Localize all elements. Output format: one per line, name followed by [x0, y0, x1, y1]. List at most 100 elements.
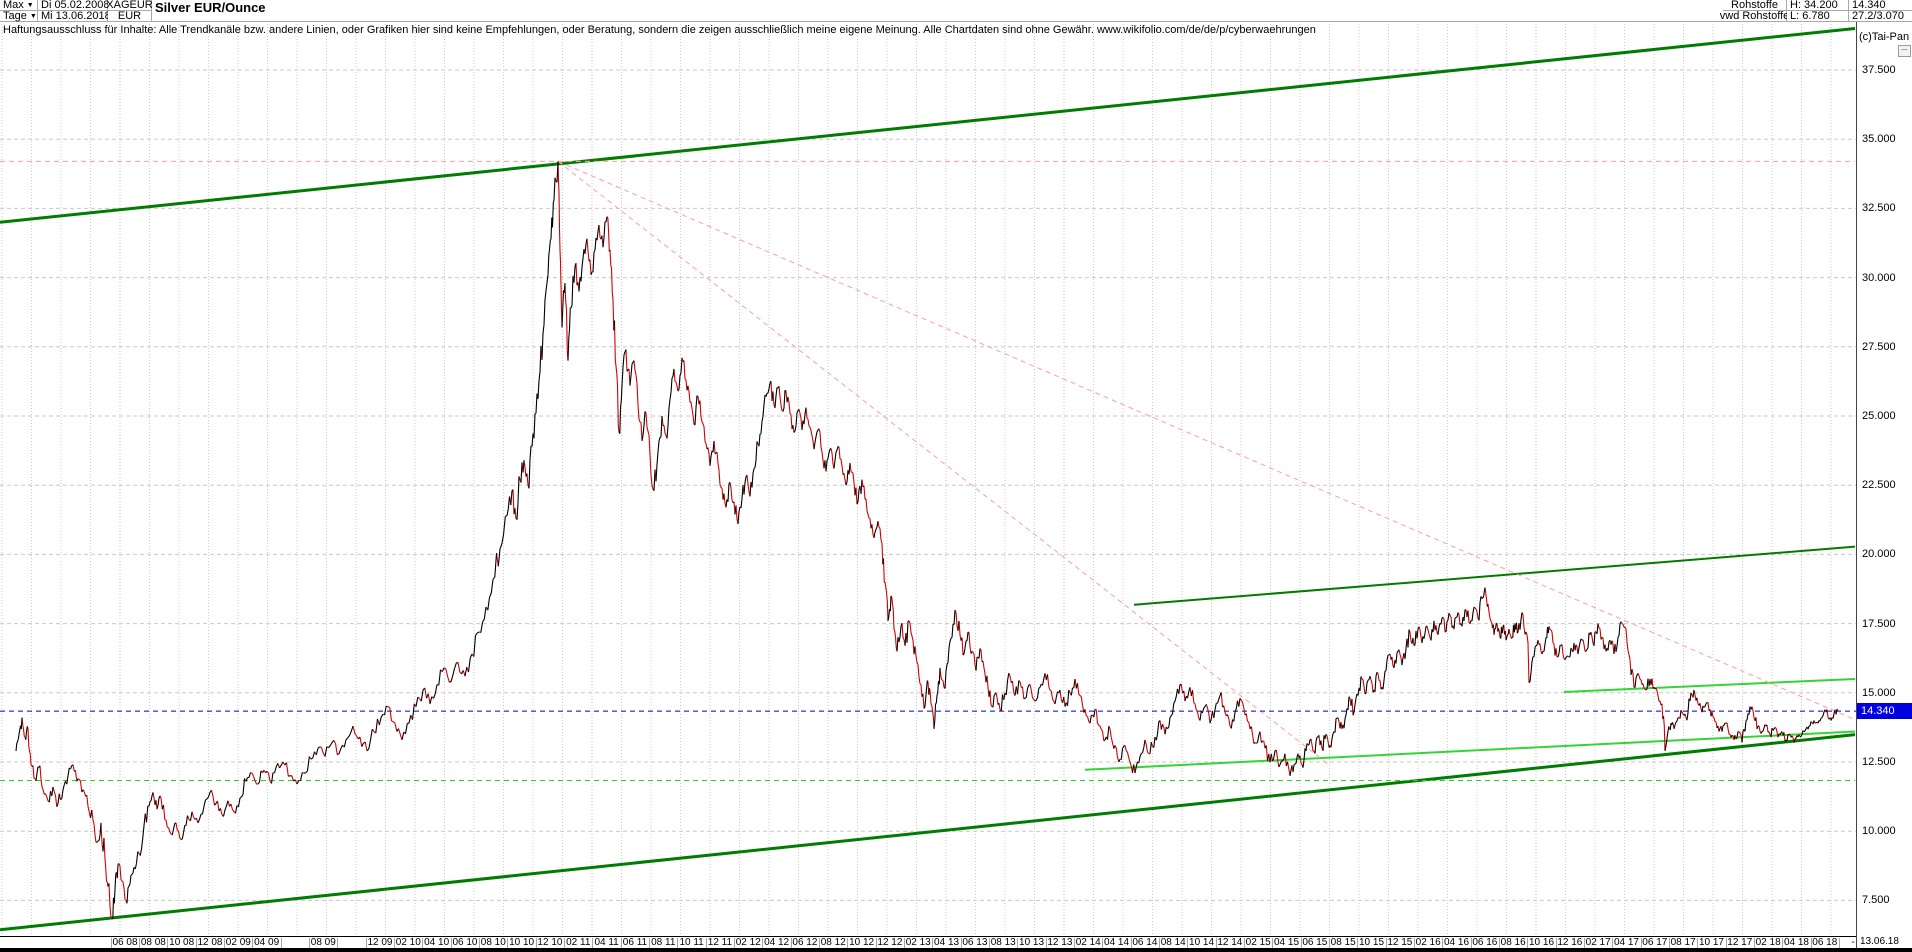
time-tick-label: 08 14	[1160, 937, 1186, 948]
time-tick	[280, 938, 282, 948]
time-tick-label: 12 13	[1047, 937, 1073, 948]
time-tick-label: 02 13	[905, 937, 931, 948]
time-tick	[1045, 938, 1047, 948]
time-tick-label: 06 14	[1132, 937, 1158, 948]
price-tick-label: 27.500	[1862, 340, 1896, 353]
time-tick-label: 02 17	[1585, 937, 1611, 948]
time-tick	[1810, 938, 1812, 948]
time-tick-label: 08 17	[1670, 937, 1696, 948]
time-tick	[989, 938, 991, 948]
time-tick	[762, 938, 764, 948]
time-tick-label: 08 12	[820, 937, 846, 948]
time-tick-label: 08 10	[480, 937, 506, 948]
time-tick	[1328, 938, 1330, 948]
time-tick-label: 08 16	[1500, 937, 1526, 948]
time-tick	[479, 938, 481, 948]
time-tick-label: 06 15	[1302, 937, 1328, 948]
time-tick-label: 10 11	[679, 937, 704, 948]
time-tick	[1725, 938, 1727, 948]
time-tick-label: 06 16	[1472, 937, 1498, 948]
time-tick	[337, 938, 339, 948]
price-tick-label: 20.000	[1862, 548, 1896, 561]
time-tick-label: 02 10	[395, 937, 421, 948]
time-tick-label: 10 12	[849, 937, 875, 948]
price-line-up	[15, 161, 1838, 919]
time-tick	[139, 938, 141, 948]
time-tick-label: 10 13	[1019, 937, 1045, 948]
time-tick	[875, 938, 877, 948]
time-tick	[1527, 938, 1529, 948]
time-tick	[1357, 938, 1359, 948]
last-price: 14.340	[1849, 0, 1912, 11]
time-tick	[309, 938, 311, 948]
range-dropdown[interactable]: Max ▼	[0, 0, 38, 11]
time-tick	[1300, 938, 1302, 948]
time-tick	[847, 938, 849, 948]
time-tick-label: 08 11	[651, 937, 676, 948]
time-tick	[1470, 938, 1472, 948]
time-tick	[252, 938, 254, 948]
price-axis[interactable]: 14.340 37.500 35.000 32.500 30.000 27.500 25.…	[1856, 22, 1912, 948]
time-tick	[1215, 938, 1217, 948]
time-tick	[960, 938, 962, 948]
high-value: H: 34.200	[1787, 0, 1849, 11]
time-tick	[535, 938, 537, 948]
current-price-badge: 14.340	[1857, 703, 1912, 720]
end-date-field[interactable]: Mi 13.06.2018	[38, 10, 111, 22]
time-tick	[1753, 938, 1755, 948]
time-tick-label: 12 16	[1557, 937, 1583, 948]
time-tick	[365, 938, 367, 948]
provider-label: vwd Rohstoffe	[1719, 9, 1790, 22]
time-tick	[1498, 938, 1500, 948]
chevron-down-icon: ▼	[29, 12, 37, 20]
time-tick	[1612, 938, 1614, 948]
collapse-icon[interactable]: ─	[1898, 45, 1911, 57]
price-tick-label: 32.500	[1862, 202, 1896, 215]
time-tick	[1583, 938, 1585, 948]
time-tick-label: 02 11	[566, 937, 591, 948]
time-tick-label: 04 16	[1443, 937, 1470, 948]
time-tick	[677, 938, 679, 948]
bottom-bar	[0, 948, 1912, 952]
start-date-field[interactable]: Di 05.02.2008	[38, 0, 110, 11]
time-tick-label: 06 18	[1812, 937, 1838, 948]
time-tick	[1187, 938, 1189, 948]
period-dropdown-label: Tage	[3, 9, 27, 22]
time-tick-label: 02 18	[1755, 937, 1781, 948]
time-tick-label: 06 13	[962, 937, 988, 948]
chart-title: Silver EUR/Ounce	[152, 0, 1723, 22]
trendline-fan-steep	[557, 160, 1331, 766]
price-tick-label: 37.500	[1862, 64, 1896, 76]
time-tick	[450, 938, 452, 948]
time-tick-label: 06 17	[1642, 937, 1668, 948]
time-tick-label: 06 08	[112, 937, 138, 948]
chevron-down-icon: ▼	[26, 1, 34, 9]
low-value: L: 6.780	[1787, 10, 1849, 22]
range-dropdown-label: Max	[3, 0, 24, 11]
axis-corner-date: 13.06.18	[1860, 936, 1899, 947]
time-tick	[904, 938, 906, 948]
time-tick-label: -	[1851, 937, 1855, 948]
trendline-channel-top	[0, 26, 1856, 224]
time-tick	[195, 938, 197, 948]
time-tick	[734, 938, 736, 948]
time-tick-label: 06 12	[792, 937, 818, 948]
price-tick-label: 30.000	[1862, 271, 1896, 284]
time-tick	[1782, 938, 1784, 948]
period-dropdown[interactable]: Tage ▼	[0, 9, 38, 22]
chart-plot-area[interactable]	[0, 22, 1856, 952]
symbol-field[interactable]: XAGEUR	[106, 0, 153, 11]
time-tick	[620, 938, 622, 948]
trendline-bright-lower	[1084, 730, 1856, 771]
time-tick-label: 08 08	[140, 937, 166, 948]
trendline-channel-bottom	[0, 733, 1856, 932]
time-tick-label: 12 08	[197, 937, 223, 948]
time-tick-label: 04 11	[594, 937, 619, 948]
time-tick-label: 04 12	[764, 937, 790, 948]
time-tick	[1130, 938, 1132, 948]
time-tick-label: 10 17	[1698, 937, 1724, 948]
time-tick	[224, 938, 226, 948]
time-axis[interactable]: 06 08 08 08 10 08 12 08 02 09 04 09 08 09 12 09…	[0, 936, 1856, 949]
time-tick	[1102, 938, 1104, 948]
